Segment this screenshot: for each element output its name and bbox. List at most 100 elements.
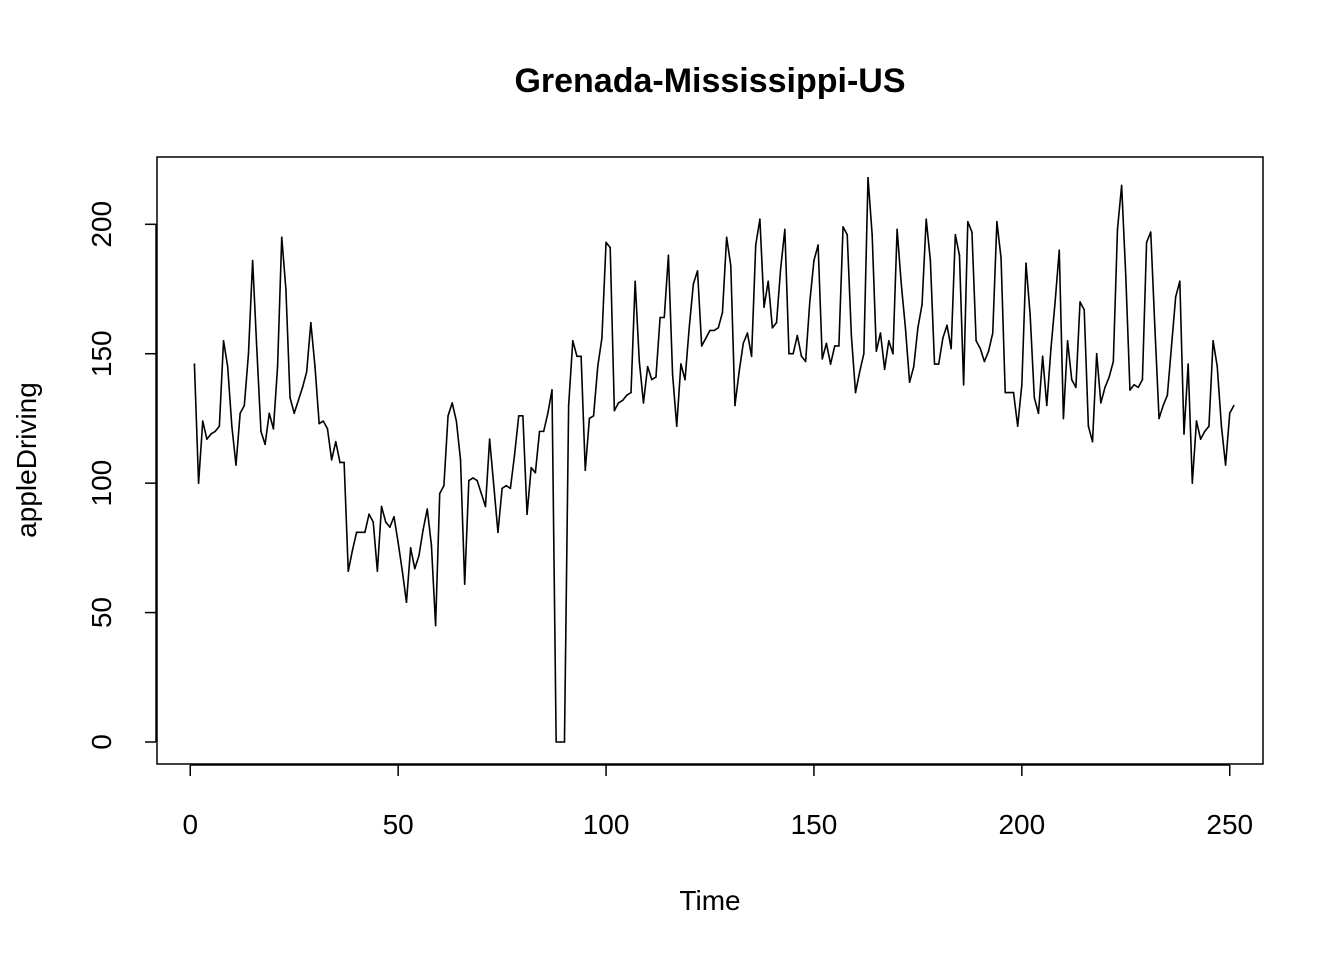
data-point	[634, 280, 636, 283]
data-point	[925, 218, 928, 220]
data-point	[875, 350, 878, 352]
data-point	[588, 417, 591, 420]
data-point	[264, 443, 266, 446]
data-point	[1133, 383, 1135, 386]
data-point	[1195, 420, 1198, 422]
data-point	[734, 404, 736, 407]
data-point	[646, 365, 649, 368]
data-point	[409, 547, 412, 549]
data-point	[293, 412, 296, 415]
data-point	[276, 365, 279, 368]
data-point	[605, 241, 607, 244]
data-point	[355, 531, 358, 534]
data-point	[684, 378, 686, 381]
y-tick-label: 100	[86, 460, 117, 507]
data-point	[413, 567, 416, 570]
data-point	[517, 415, 520, 417]
data-point	[231, 425, 233, 428]
data-point	[509, 487, 512, 490]
data-point	[796, 334, 799, 337]
data-point	[430, 544, 433, 547]
data-point	[1116, 228, 1119, 231]
data-point	[584, 469, 587, 472]
data-point	[418, 554, 420, 557]
data-point	[351, 549, 354, 552]
x-axis: 0 50 100 150 200 250	[182, 764, 1253, 840]
data-point	[1216, 365, 1219, 368]
data-point	[771, 327, 774, 329]
data-point	[1041, 355, 1044, 358]
data-point	[900, 283, 903, 285]
data-point	[667, 254, 670, 257]
data-point	[746, 332, 749, 334]
data-point	[1021, 383, 1023, 386]
data-point	[904, 327, 907, 329]
data-point	[243, 404, 246, 407]
data-point	[621, 399, 624, 402]
data-point	[696, 270, 699, 272]
data-point	[538, 430, 541, 433]
data-point	[422, 528, 424, 531]
data-point	[226, 365, 229, 368]
data-point	[401, 570, 404, 572]
data-point	[1012, 391, 1015, 394]
data-point	[979, 347, 982, 350]
data-point	[326, 427, 329, 430]
data-point	[721, 311, 724, 314]
data-point	[285, 288, 287, 290]
data-point	[1220, 425, 1223, 428]
data-point	[991, 332, 994, 334]
data-point	[206, 438, 208, 440]
data-point	[1137, 386, 1140, 389]
data-point	[1166, 394, 1169, 396]
data-point	[343, 461, 345, 464]
data-point	[917, 327, 919, 329]
x-tick-label: 100	[583, 809, 630, 840]
data-point	[1199, 438, 1202, 440]
data-point	[1228, 412, 1231, 415]
data-point	[472, 477, 474, 479]
data-point	[609, 246, 612, 249]
y-tick-label: 50	[86, 597, 117, 628]
data-point	[950, 347, 952, 350]
data-point	[592, 415, 595, 417]
data-point	[675, 425, 678, 428]
data-point	[1170, 345, 1173, 347]
data-point	[218, 425, 221, 428]
data-point	[642, 402, 645, 404]
data-point	[663, 316, 666, 319]
data-point	[1045, 404, 1048, 407]
data-point	[650, 378, 653, 381]
data-point	[1179, 280, 1181, 283]
data-point	[193, 363, 196, 365]
data-point	[247, 352, 250, 355]
data-point	[954, 233, 957, 236]
data-point	[1095, 352, 1098, 355]
x-tick-label: 0	[182, 809, 198, 840]
data-point	[1058, 249, 1061, 251]
data-point	[280, 236, 283, 239]
data-point	[754, 244, 757, 246]
data-point	[1124, 275, 1127, 277]
data-point	[779, 267, 782, 270]
data-point	[705, 337, 707, 339]
data-point	[996, 220, 998, 223]
data-point	[854, 391, 857, 394]
y-tick-label: 150	[86, 330, 117, 377]
data-point	[534, 472, 537, 474]
data-point	[505, 484, 508, 487]
data-point	[987, 350, 990, 352]
data-point	[459, 459, 462, 461]
data-point	[426, 508, 429, 510]
data-point	[480, 492, 483, 495]
data-point	[617, 402, 620, 404]
data-point	[825, 342, 828, 345]
data-point	[580, 355, 582, 358]
x-axis-label: Time	[679, 885, 740, 916]
data-point	[946, 324, 948, 327]
data-point	[571, 339, 574, 342]
x-tick-label: 200	[998, 809, 1045, 840]
data-point	[850, 334, 853, 337]
data-point	[289, 396, 291, 399]
y-tick-label: 0	[86, 734, 117, 750]
